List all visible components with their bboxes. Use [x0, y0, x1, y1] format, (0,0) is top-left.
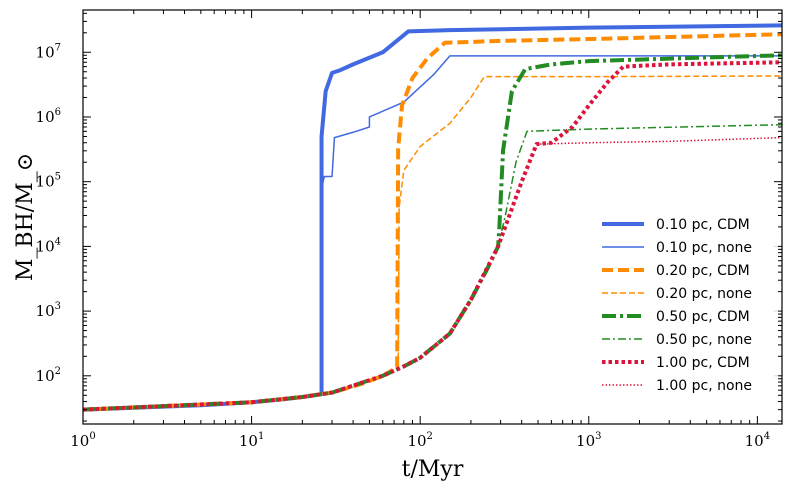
- y-tick-label: 105: [36, 172, 61, 191]
- legend-label: 0.10 pc, none: [656, 240, 752, 256]
- legend-label: 0.50 pc, CDM: [656, 309, 750, 325]
- tick-label-layer: 100 101 102 103 104 102 103 104 105 106 107: [36, 42, 771, 450]
- legend-label: 0.20 pc, CDM: [656, 263, 750, 279]
- legend-label: 0.50 pc, none: [656, 332, 752, 348]
- series-line-0-50-pc-none: [497, 123, 782, 247]
- legend-frame: [592, 212, 778, 404]
- series-line-0-10-pc-none: [320, 55, 782, 395]
- series-layer: [83, 23, 782, 412]
- series-line-1-00-pc-cdm: [83, 60, 782, 412]
- legend-label: 0.10 pc, CDM: [656, 217, 750, 233]
- series-line-0-20-pc-none: [397, 75, 782, 368]
- y-tick-label: 104: [36, 236, 61, 255]
- plot-frame: [82, 9, 783, 425]
- x-axis-label: t/Myr: [402, 457, 464, 482]
- series-line-1-00-pc-none: [536, 136, 782, 145]
- y-axis-label: M_BH/M_⊙: [13, 153, 38, 281]
- y-tick-label: 102: [36, 366, 61, 385]
- x-tick-label: 104: [745, 431, 770, 450]
- x-tick-label: 100: [70, 431, 95, 450]
- legend-label: 0.20 pc, none: [656, 286, 752, 302]
- y-tick-label: 106: [36, 107, 61, 126]
- axis-label-layer: t/Myr M_BH/M_⊙: [13, 153, 464, 482]
- x-tick-label: 101: [239, 431, 264, 450]
- y-tick-label: 103: [36, 301, 61, 320]
- x-tick-label: 102: [407, 431, 432, 450]
- series-line-0-50-pc-cdm: [83, 53, 782, 412]
- y-tick-label: 107: [36, 42, 61, 61]
- x-tick-label: 103: [576, 431, 601, 450]
- legend-label: 1.00 pc, none: [656, 378, 752, 394]
- tick-layer: [82, 10, 782, 424]
- legend-label: 1.00 pc, CDM: [656, 355, 750, 371]
- legend: 0.10 pc, CDM 0.10 pc, none 0.20 pc, CDM 0.2…: [592, 212, 778, 404]
